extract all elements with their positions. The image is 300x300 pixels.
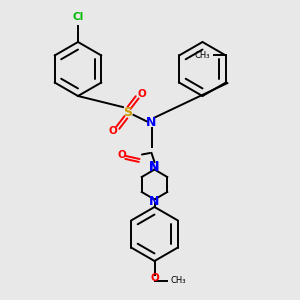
Text: N: N (149, 195, 160, 208)
Text: S: S (123, 106, 132, 119)
Text: O: O (118, 150, 127, 161)
Text: Cl: Cl (72, 12, 84, 22)
Text: O: O (137, 88, 146, 99)
Text: N: N (146, 116, 157, 130)
Text: CH₃: CH₃ (170, 276, 186, 285)
Text: N: N (149, 160, 160, 174)
Text: N: N (149, 160, 160, 173)
Text: O: O (109, 126, 118, 136)
Text: O: O (150, 273, 159, 284)
Text: CH₃: CH₃ (195, 51, 210, 60)
